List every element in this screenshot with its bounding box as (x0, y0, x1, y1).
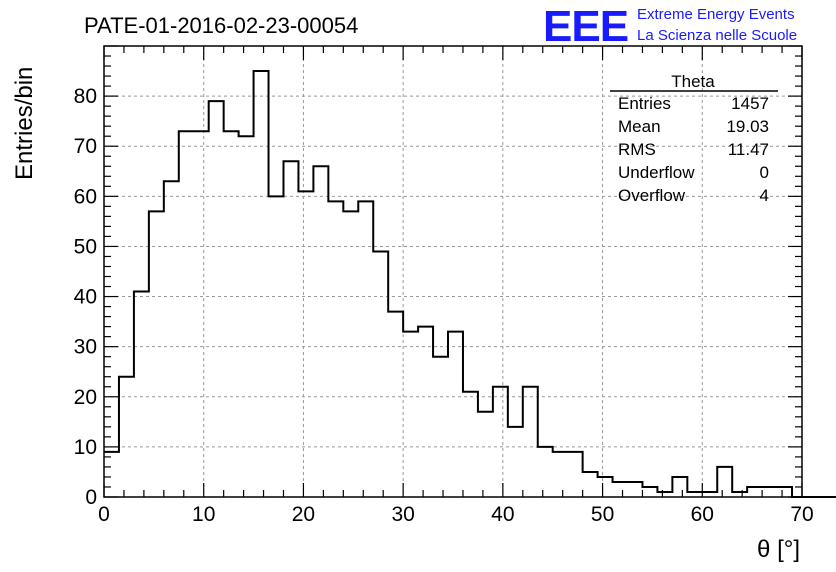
histogram-bin (209, 101, 224, 497)
stats-title: Theta (671, 72, 715, 91)
y-tick-label: 80 (74, 85, 97, 108)
histogram-bin (433, 357, 448, 497)
histogram-bin (358, 201, 373, 497)
x-tick-label: 30 (391, 503, 414, 526)
histogram-bin (687, 492, 702, 497)
histogram-bin (343, 211, 358, 497)
eee-logo-line1: Extreme Energy Events (637, 6, 795, 23)
histogram-bin (448, 332, 463, 497)
histogram-bin (538, 447, 553, 497)
x-tick-label: 50 (591, 503, 614, 526)
histogram-bin (313, 166, 328, 497)
histogram-outline (104, 70, 836, 498)
histogram-bin (104, 452, 119, 497)
stats-label-overflow: Overflow (618, 186, 686, 205)
histogram-bin (269, 196, 284, 497)
grid-lines (104, 46, 802, 497)
histogram-bin (598, 477, 613, 497)
histogram-bin (283, 161, 298, 497)
histogram-bin (672, 477, 687, 497)
y-tick-label: 40 (74, 286, 97, 309)
histogram-bin (298, 191, 313, 497)
y-tick-label: 30 (74, 336, 97, 359)
y-axis-label: Entries/bin (11, 67, 38, 180)
stats-value-rms: 11.47 (728, 140, 769, 159)
histogram-bin (403, 332, 418, 497)
axis-ticks (103, 45, 803, 498)
y-tick-label: 10 (74, 436, 97, 459)
plot-frame (103, 45, 803, 498)
histogram-bin (762, 487, 777, 497)
x-tick-label: 70 (790, 503, 813, 526)
histogram-bin (568, 452, 583, 497)
y-tick-label: 70 (74, 135, 97, 158)
histogram-bin (418, 327, 433, 497)
histogram-bin (254, 71, 269, 497)
histogram-bin (388, 312, 403, 497)
x-tick-label: 0 (98, 503, 110, 526)
histogram-bin (657, 492, 672, 497)
histogram-bin (628, 482, 643, 497)
histogram-bin (523, 387, 538, 497)
x-tick-label: 10 (192, 503, 215, 526)
histogram-bin (179, 131, 194, 497)
stats-label-rms: RMS (618, 140, 656, 159)
stats-label-underflow: Underflow (618, 163, 695, 182)
y-tick-label: 50 (74, 235, 97, 258)
histogram-bin (613, 482, 628, 497)
x-axis-label: θ [°] (757, 536, 800, 563)
histogram-bin (777, 487, 792, 497)
histogram-bin (553, 452, 568, 497)
histogram-bin (642, 487, 657, 497)
histogram-bin (702, 492, 717, 497)
stats-label-mean: Mean (618, 117, 661, 136)
histogram-series (104, 70, 836, 498)
axes (103, 45, 803, 498)
histogram-bin (164, 181, 179, 497)
histogram-bin (493, 387, 508, 497)
chart-title: PATE-01-2016-02-23-00054 (84, 13, 358, 38)
x-tick-label: 60 (691, 503, 714, 526)
y-tick-label: 20 (74, 386, 97, 409)
stats-value-mean: 19.03 (726, 117, 769, 136)
histogram-bin (583, 472, 598, 497)
stats-label-entries: Entries (618, 94, 671, 113)
eee-logo-line2: La Scienza nelle Scuole (637, 27, 797, 44)
eee-logo: EEE Extreme Energy Events La Scienza nel… (543, 2, 797, 51)
histogram-bin (149, 211, 164, 497)
histogram-bin (732, 492, 747, 497)
histogram-bin (508, 427, 523, 497)
histogram-bin (478, 412, 493, 497)
histogram-bin (239, 136, 254, 497)
histogram-bin (224, 131, 239, 497)
histogram-bin (747, 487, 762, 497)
stats-box: Theta Entries 1457 Mean 19.03 RMS 11.47 … (610, 72, 778, 205)
stats-value-overflow: 4 (760, 186, 769, 205)
histogram-bin (119, 377, 134, 497)
histogram-bin (463, 392, 478, 497)
stats-value-entries: 1457 (731, 94, 769, 113)
x-tick-label: 40 (491, 503, 514, 526)
x-tick-label: 20 (292, 503, 315, 526)
eee-logo-mark: EEE (543, 2, 628, 51)
y-tick-label: 0 (85, 486, 97, 509)
histogram-bin (194, 131, 209, 497)
histogram-bin (328, 201, 343, 497)
stats-value-underflow: 0 (760, 163, 769, 182)
y-tick-label: 60 (74, 185, 97, 208)
histogram-bin (134, 292, 149, 497)
histogram-bin (373, 251, 388, 497)
histogram-bin (717, 467, 732, 497)
